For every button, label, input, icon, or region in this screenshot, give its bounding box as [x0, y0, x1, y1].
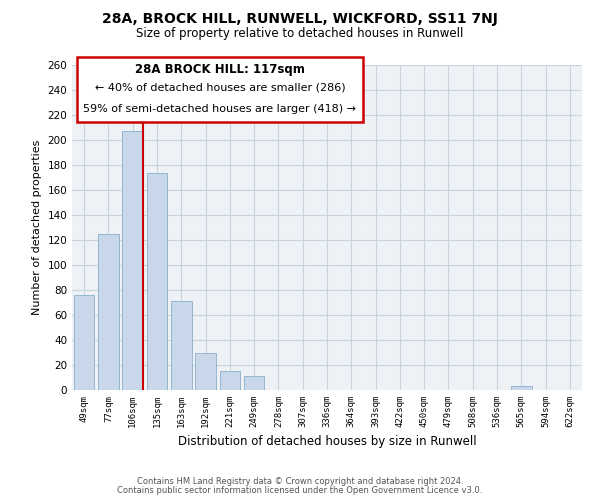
Text: 28A BROCK HILL: 117sqm: 28A BROCK HILL: 117sqm — [135, 64, 305, 76]
Bar — [171, 301, 191, 390]
Bar — [195, 352, 216, 390]
Text: 28A, BROCK HILL, RUNWELL, WICKFORD, SS11 7NJ: 28A, BROCK HILL, RUNWELL, WICKFORD, SS11… — [102, 12, 498, 26]
Text: ← 40% of detached houses are smaller (286): ← 40% of detached houses are smaller (28… — [95, 83, 345, 93]
X-axis label: Distribution of detached houses by size in Runwell: Distribution of detached houses by size … — [178, 436, 476, 448]
Y-axis label: Number of detached properties: Number of detached properties — [32, 140, 42, 315]
FancyBboxPatch shape — [77, 57, 363, 122]
Text: 59% of semi-detached houses are larger (418) →: 59% of semi-detached houses are larger (… — [83, 104, 356, 114]
Bar — [74, 295, 94, 390]
Bar — [146, 172, 167, 390]
Bar — [244, 376, 265, 390]
Bar — [122, 131, 143, 390]
Text: Contains HM Land Registry data © Crown copyright and database right 2024.: Contains HM Land Registry data © Crown c… — [137, 477, 463, 486]
Bar — [220, 371, 240, 390]
Text: Contains public sector information licensed under the Open Government Licence v3: Contains public sector information licen… — [118, 486, 482, 495]
Bar — [511, 386, 532, 390]
Bar — [98, 234, 119, 390]
Text: Size of property relative to detached houses in Runwell: Size of property relative to detached ho… — [136, 28, 464, 40]
